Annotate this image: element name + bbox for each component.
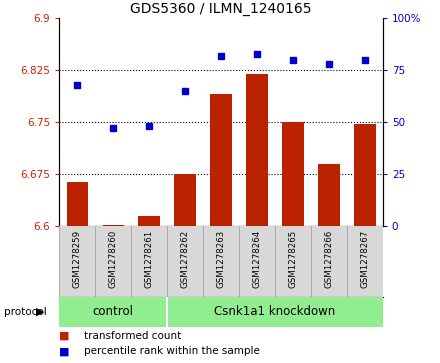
Text: Csnk1a1 knockdown: Csnk1a1 knockdown xyxy=(214,305,336,318)
Bar xyxy=(354,123,376,226)
Text: GSM1278259: GSM1278259 xyxy=(73,230,82,288)
Title: GDS5360 / ILMN_1240165: GDS5360 / ILMN_1240165 xyxy=(130,2,312,16)
Text: GSM1278263: GSM1278263 xyxy=(216,230,226,288)
Bar xyxy=(282,122,304,226)
Text: GSM1278264: GSM1278264 xyxy=(253,230,261,288)
Text: control: control xyxy=(93,305,134,318)
Bar xyxy=(66,183,88,226)
Bar xyxy=(318,164,340,226)
Text: GSM1278267: GSM1278267 xyxy=(360,230,369,288)
Bar xyxy=(210,94,232,226)
Text: ▶: ▶ xyxy=(36,307,45,317)
Text: ■: ■ xyxy=(59,331,70,341)
Text: ■: ■ xyxy=(59,346,70,356)
Text: GSM1278265: GSM1278265 xyxy=(289,230,297,288)
Bar xyxy=(139,216,160,226)
Text: protocol: protocol xyxy=(4,307,47,317)
Bar xyxy=(103,225,124,226)
Text: percentile rank within the sample: percentile rank within the sample xyxy=(84,346,260,356)
Text: GSM1278266: GSM1278266 xyxy=(324,230,334,288)
Text: GSM1278260: GSM1278260 xyxy=(109,230,118,288)
Bar xyxy=(246,74,268,226)
Text: transformed count: transformed count xyxy=(84,331,181,341)
Text: GSM1278261: GSM1278261 xyxy=(145,230,154,288)
Bar xyxy=(174,174,196,226)
Text: GSM1278262: GSM1278262 xyxy=(181,230,190,288)
